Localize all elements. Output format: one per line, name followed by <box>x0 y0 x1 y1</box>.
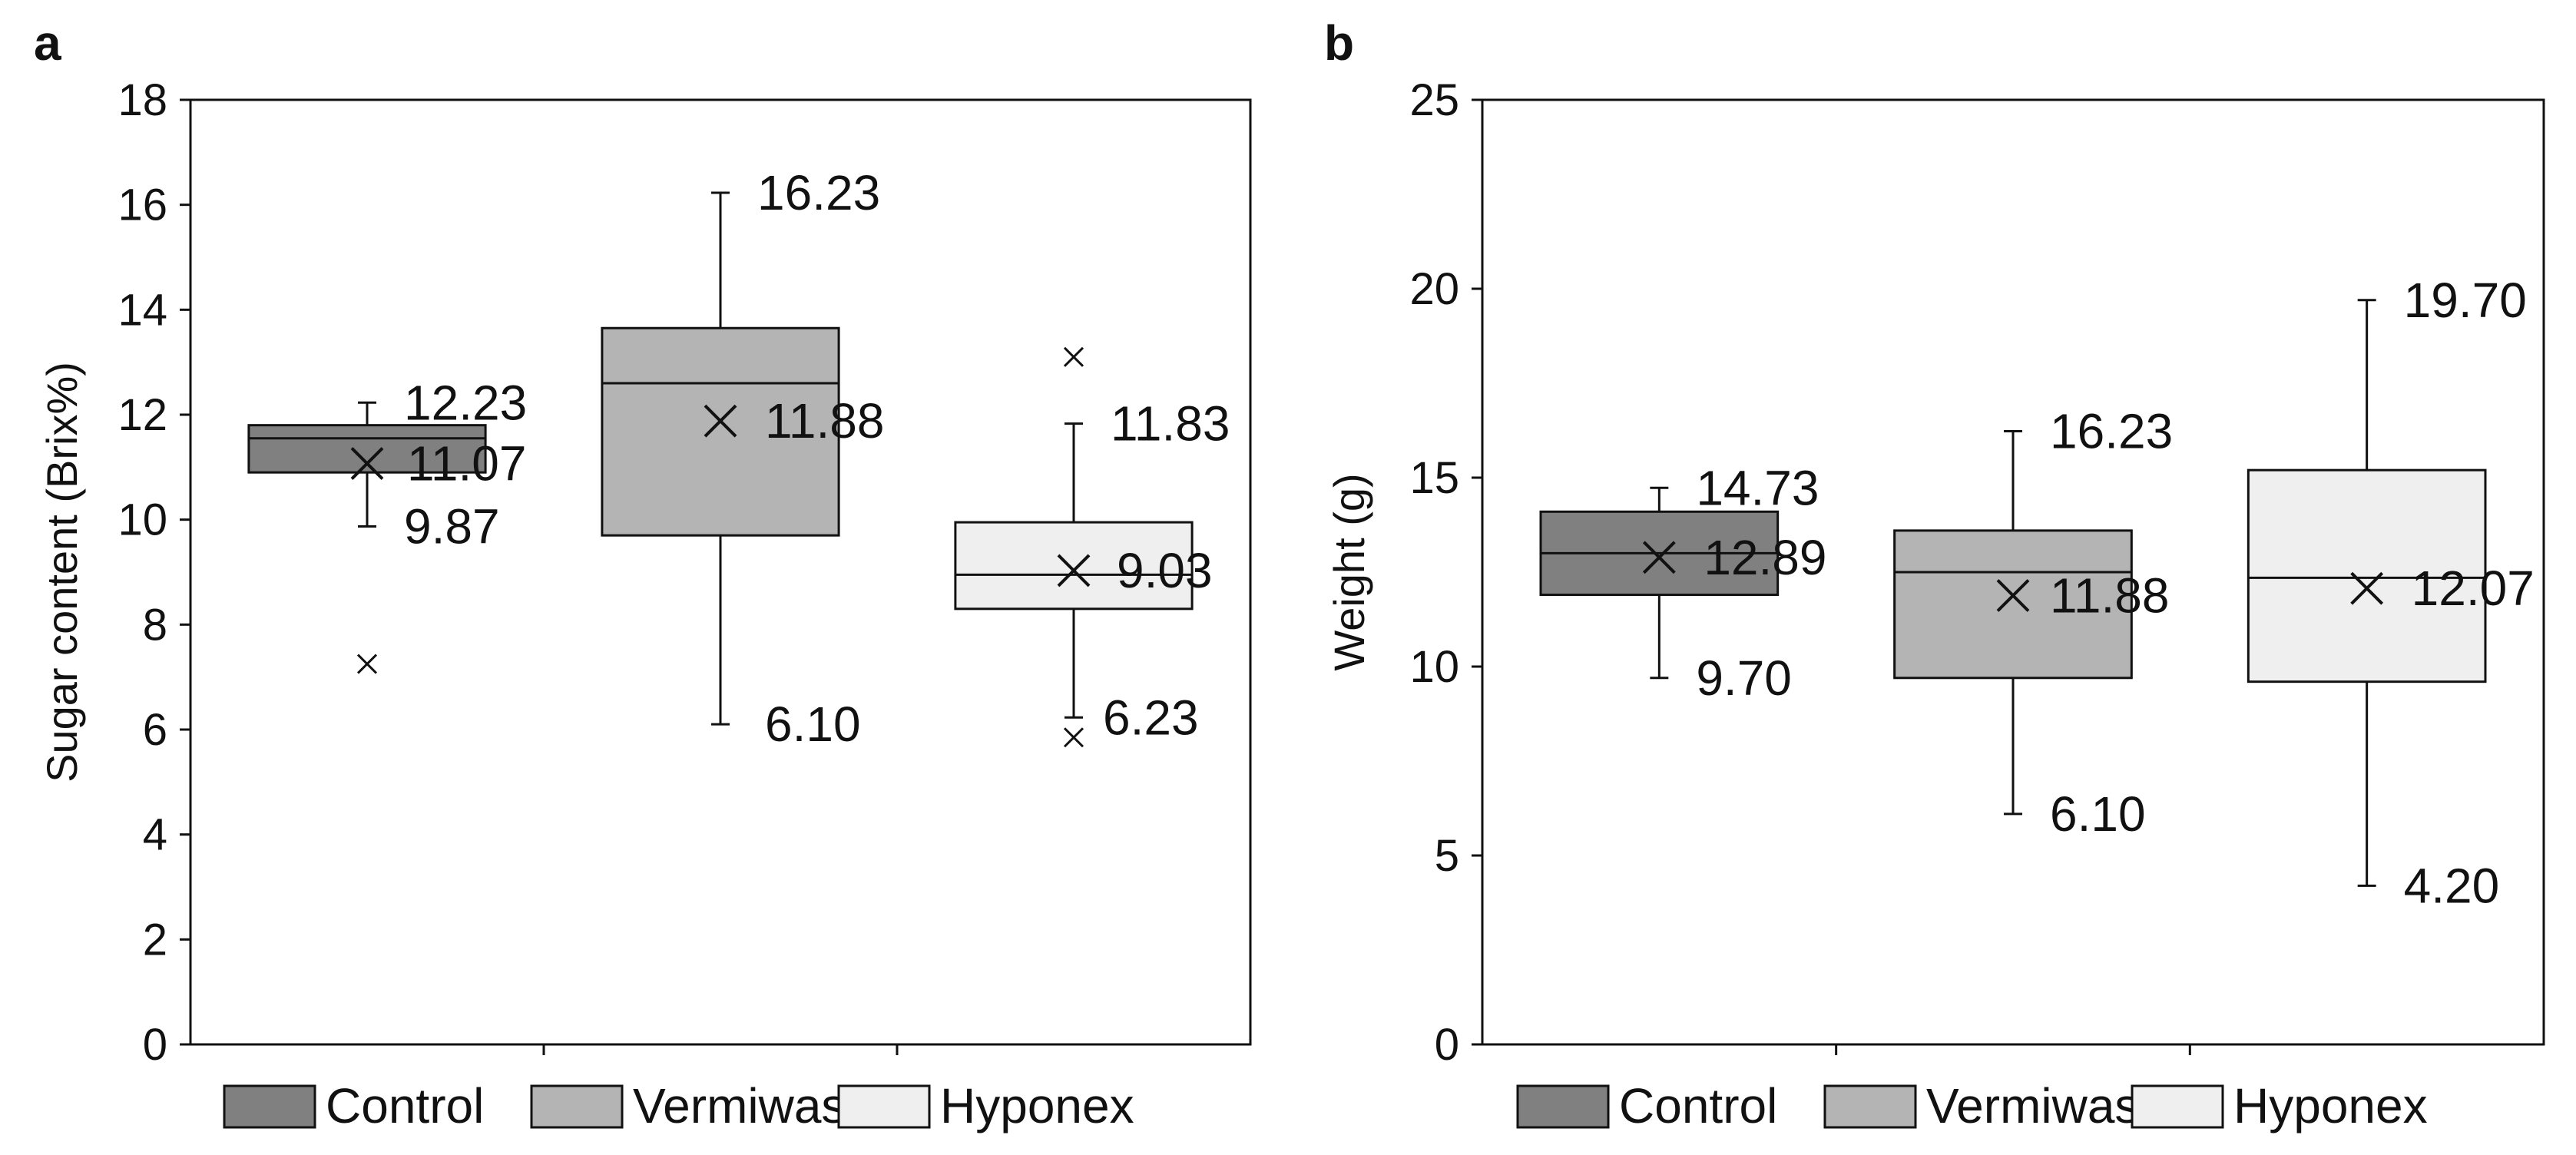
hyponex-box <box>2247 468 2487 683</box>
y-tick-label: 6 <box>143 705 167 755</box>
vermiwash-mean-marker <box>704 404 737 438</box>
hyponex-min-label: 6.23 <box>1103 690 1199 745</box>
hyponex-outlier-point <box>1063 727 1084 748</box>
y-tick-label: 0 <box>143 1020 167 1070</box>
hyponex-mean-marker <box>1057 554 1091 587</box>
y-tick-label: 4 <box>143 810 167 860</box>
y-tick-label: 2 <box>143 915 167 965</box>
y-tick-label: 16 <box>118 180 167 230</box>
legend-swatch-control <box>1516 1084 1610 1129</box>
hyponex-mean-marker-stroke <box>2350 571 2384 605</box>
y-tick-label: 20 <box>1409 264 1459 314</box>
hyponex-max-label: 11.83 <box>1111 396 1230 452</box>
y-tick-label: 0 <box>1435 1020 1459 1070</box>
control-max-label: 12.23 <box>404 375 527 430</box>
vermiwash-mean-marker-stroke <box>1996 579 2030 612</box>
vermiwash-mean-label: 11.88 <box>765 393 884 448</box>
vermiwash-mean-label: 11.88 <box>2050 568 2169 624</box>
control-outlier-stroke <box>356 654 378 674</box>
legend-label-vermiwash: Vermiwash <box>1926 1078 2167 1133</box>
hyponex-max-label: 19.70 <box>2404 273 2527 328</box>
vermiwash-max-label: 16.23 <box>757 165 880 220</box>
control-max-label: 14.73 <box>1696 460 1819 515</box>
hyponex-outlier-stroke <box>1063 346 1084 367</box>
control-mean-marker <box>1642 541 1676 574</box>
hyponex-mean-label: 12.07 <box>2412 561 2535 616</box>
y-tick-label: 10 <box>1409 642 1459 692</box>
legend-label-hyponex: Hyponex <box>2233 1078 2428 1133</box>
control-min-label: 9.70 <box>1696 650 1792 706</box>
control-mean-marker-stroke <box>350 447 384 480</box>
vermiwash-min-label: 6.10 <box>765 697 861 752</box>
legend-label-hyponex: Hyponex <box>940 1078 1134 1133</box>
y-tick-label: 10 <box>118 495 167 545</box>
y-tick-label: 18 <box>118 75 167 125</box>
legend-swatch-hyponex <box>2131 1084 2224 1129</box>
control-mean-marker <box>350 447 384 480</box>
panel-letter-b: b <box>1324 15 1354 71</box>
legend-swatch-vermiwash <box>1823 1084 1917 1129</box>
panel-letter-a: a <box>34 15 61 71</box>
y-tick-label: 5 <box>1435 831 1459 881</box>
y-axis-title: Weight (g) <box>1325 473 1373 670</box>
control-min-label: 9.87 <box>404 499 500 554</box>
y-tick-label: 15 <box>1409 453 1459 503</box>
control-mean-label: 11.07 <box>407 436 526 491</box>
legend-swatch-hyponex <box>837 1084 931 1129</box>
vermiwash-mean-marker-stroke <box>704 404 737 438</box>
hyponex-mean-marker-stroke <box>1057 554 1091 587</box>
vermiwash-box <box>1893 529 2133 680</box>
hyponex-mean-label: 9.03 <box>1117 543 1213 598</box>
hyponex-box <box>954 521 1194 611</box>
vermiwash-max-label: 16.23 <box>2050 403 2173 458</box>
legend-label-vermiwash: Vermiwash <box>633 1078 873 1133</box>
y-tick-label: 12 <box>118 390 167 440</box>
y-tick-label: 14 <box>118 285 167 335</box>
legend-swatch-vermiwash <box>530 1084 624 1129</box>
legend-label-control: Control <box>326 1078 484 1133</box>
hyponex-outlier-stroke <box>1063 727 1084 748</box>
legend-label-control: Control <box>1619 1078 1777 1133</box>
plot-frame-b <box>1481 98 2545 1046</box>
vermiwash-mean-marker <box>1996 579 2030 612</box>
y-axis-title: Sugar content (Brix%) <box>38 362 86 783</box>
vermiwash-box <box>601 326 840 537</box>
control-mean-marker-stroke <box>1642 541 1676 574</box>
vermiwash-min-label: 6.10 <box>2050 786 2146 842</box>
control-mean-label: 12.89 <box>1704 530 1826 585</box>
hyponex-outlier-point <box>1063 346 1084 367</box>
control-outlier-point <box>356 654 378 674</box>
legend-swatch-control <box>223 1084 316 1129</box>
plot-frame-a <box>189 98 1252 1046</box>
hyponex-min-label: 4.20 <box>2404 858 2500 913</box>
y-tick-label: 25 <box>1409 75 1459 125</box>
y-tick-label: 8 <box>143 600 167 650</box>
hyponex-mean-marker <box>2350 571 2384 605</box>
